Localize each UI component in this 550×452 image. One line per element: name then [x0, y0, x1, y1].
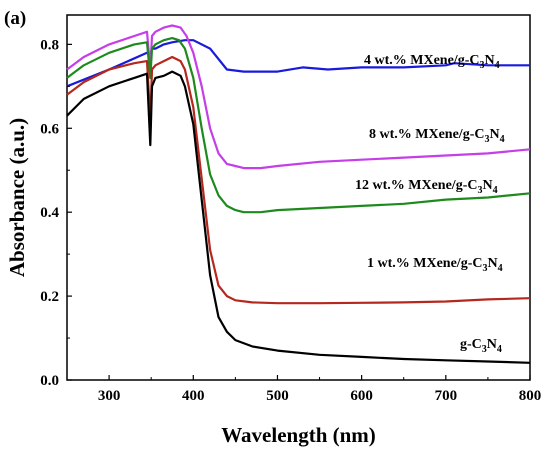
x-tick-label: 600: [350, 388, 373, 404]
y-tick-label: 0.0: [40, 373, 59, 389]
y-axis-title: Absorbance (a.u.): [5, 118, 29, 277]
x-axis-ticks: 300 400 500 600 700 800: [66, 375, 542, 404]
y-tick-label: 0.2: [40, 289, 59, 305]
y-axis-ticks: 0.0 0.2 0.4 0.6 0.8: [40, 37, 72, 389]
x-axis-title: Wavelength (nm): [221, 423, 376, 447]
series-line-4: [66, 70, 531, 364]
series-line-1: [66, 24, 531, 170]
series-label-3: 1 wt.% MXene/g-C3N4: [367, 256, 503, 274]
y-tick-label: 0.6: [40, 121, 59, 137]
series-label-1: 8 wt.% MXene/g-C3N4: [369, 127, 505, 145]
x-tick-label: 500: [266, 388, 289, 404]
series-labels: 4 wt.% MXene/g-C3N4 8 wt.% MXene/g-C3N4 12…: [355, 53, 505, 355]
x-tick-label: 400: [182, 388, 205, 404]
series-line-3: [66, 55, 531, 305]
series-layer: [66, 24, 531, 364]
series-line-2: [66, 36, 531, 214]
series-label-4: g-C3N4: [460, 337, 502, 355]
x-tick-label: 300: [98, 388, 121, 404]
y-tick-label: 0.8: [40, 37, 59, 53]
x-tick-label: 700: [435, 388, 458, 404]
y-tick-label: 0.4: [40, 205, 59, 221]
series-label-2: 12 wt.% MXene/g-C3N4: [355, 178, 498, 196]
x-tick-label: 800: [519, 388, 542, 404]
panel-label: (a): [4, 8, 26, 29]
series-label-0: 4 wt.% MXene/g-C3N4: [364, 53, 500, 71]
plot-frame: [66, 14, 531, 381]
